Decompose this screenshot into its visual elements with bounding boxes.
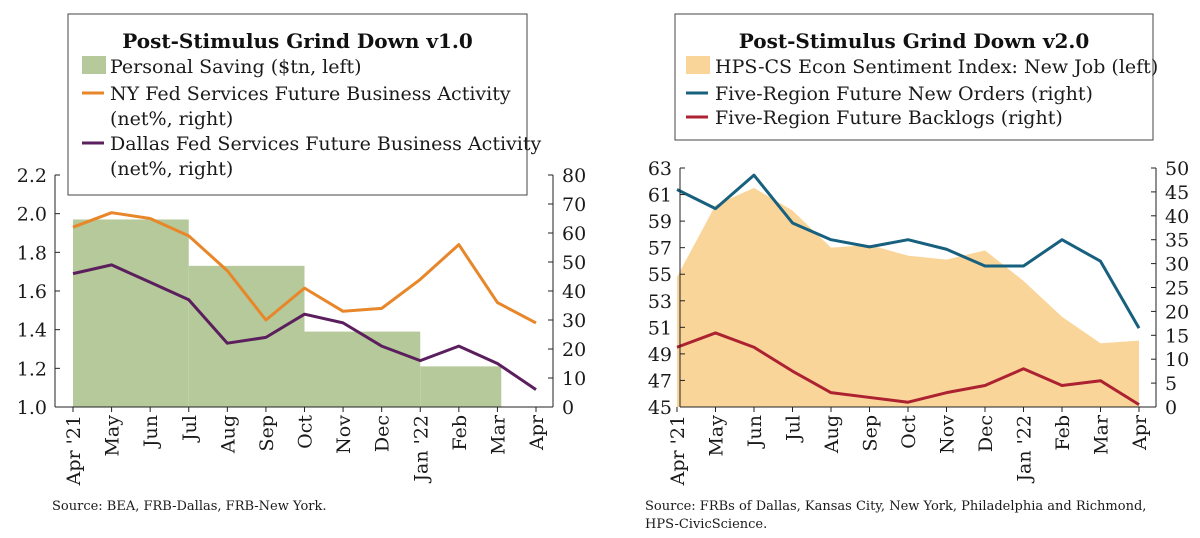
left-tick-label: 57 [648,238,672,260]
x-tick-label: Jun [744,415,766,449]
right-tick-label: 10 [1165,349,1189,371]
left-tick-label: 1.6 [17,281,47,303]
right-tick-label: 40 [1165,206,1189,228]
x-tick-label: Dec [372,415,394,452]
x-tick-label: May [706,415,728,457]
x-tick-label: Oct [295,415,317,449]
chart-title: Post-Stimulus Grind Down v2.0 [739,29,1090,53]
left-tick-label: 53 [648,291,672,313]
right-tick-label: 50 [1165,158,1189,180]
left-tick-label: 2.2 [17,165,47,187]
x-tick-label: Oct [898,415,920,449]
x-tick-label: Jun [140,415,162,449]
legend: Post-Stimulus Grind Down v2.0 HPS-CS Econ… [674,13,1158,141]
x-tick-label: Aug [217,415,239,454]
left-tick-label: 1.2 [17,358,47,380]
x-tick-label: Jul [179,415,201,443]
x-tick-label: Jan '22 [410,415,432,484]
left-tick-label: 1.4 [17,320,47,342]
left-tick-label: 45 [648,397,672,419]
right-tick-label: 60 [562,223,586,245]
source-note: Source: FRBs of Dallas, Kansas City, New… [645,499,1146,514]
chart-2: 4547495153555759616305101520253035404550… [645,13,1189,532]
chart-title: Post-Stimulus Grind Down v1.0 [122,29,473,53]
chart-1: 1.0 1.2 1.4 1.6 1.8 2.0 2.2 0 10 20 30 40 50 60 70 80 Ap… [17,13,586,514]
x-tick-label: Apr '21 [63,415,85,486]
legend-entry: HPS-CS Econ Sentiment Index: New Job (le… [715,56,1158,78]
legend-entry: Five-Region Future Backlogs (right) [715,107,1063,129]
right-tick-label: 0 [1165,397,1177,419]
series-3-line [72,263,537,391]
x-tick-label: Nov [333,415,355,454]
right-tick-label: 15 [1165,325,1189,347]
series-2-line [72,211,537,325]
right-tick-label: 70 [562,194,586,216]
left-tick-label: 2.0 [17,204,47,226]
legend-entry: Five-Region Future New Orders (right) [715,83,1093,105]
x-tick-label: Mar [1091,414,1113,455]
x-tick-label: Aug [821,415,843,454]
legend-entry-line2: (net%, right) [110,158,233,180]
left-tick-label: 51 [648,317,672,339]
series-2-line [676,173,1141,329]
x-tick-label: Apr [526,414,548,451]
left-tick-label: 47 [648,370,672,392]
x-tick-label: Nov [937,415,959,454]
left-tick-label: 49 [648,344,672,366]
legend-swatch-area [82,56,106,74]
right-tick-label: 45 [1165,182,1189,204]
legend-entry: NY Fed Services Future Business Activity [110,83,511,105]
source-note-line2: HPS-CivicScience. [645,517,767,532]
x-tick-label: May [102,415,124,457]
series-1-area [73,219,502,407]
legend-box [67,13,528,196]
x-tick-label: Sep [860,415,882,451]
left-tick-label: 61 [648,185,672,207]
series-3-line [676,331,1140,406]
legend-swatch-area [686,56,710,74]
x-tick-label: Jan '22 [1014,415,1036,484]
legend: Post-Stimulus Grind Down v1.0 Personal Sa… [67,13,541,196]
legend-entry: Dallas Fed Services Future Business Acti… [110,133,541,155]
legend-box [674,13,1154,141]
left-tick-label: 63 [648,158,672,180]
right-tick-label: 0 [562,397,574,419]
left-tick-label: 1.0 [17,397,47,419]
x-tick-label: Feb [449,415,471,451]
right-tick-label: 10 [562,368,586,390]
right-tick-label: 25 [1165,278,1189,300]
right-tick-label: 20 [1165,301,1189,323]
legend-entry: Personal Saving ($tn, left) [110,56,362,78]
right-tick-label: 50 [562,252,586,274]
series-1-area [677,187,1139,407]
right-tick-label: 30 [562,310,586,332]
left-tick-label: 59 [648,211,672,233]
saving-step-bar [188,265,305,407]
right-tick-label: 80 [562,165,586,187]
x-tick-label: Apr '21 [667,415,689,486]
right-tick-label: 20 [562,339,586,361]
saving-step-bar [73,219,189,407]
x-tick-label: Mar [487,414,509,455]
left-tick-label: 55 [648,264,672,286]
x-tick-label: Apr [1129,414,1151,451]
right-tick-label: 5 [1165,373,1177,395]
x-tick-label: Sep [256,415,278,451]
x-tick-label: Jul [783,415,805,443]
legend-entry-line2: (net%, right) [110,108,233,130]
right-tick-label: 35 [1165,230,1189,252]
saving-step-bar [420,366,502,407]
x-tick-label: Dec [975,415,997,452]
right-tick-label: 40 [562,281,586,303]
left-tick-label: 1.8 [17,242,47,264]
right-tick-label: 30 [1165,254,1189,276]
saving-step-bar [304,331,421,407]
source-note: Source: BEA, FRB-Dallas, FRB-New York. [52,499,327,514]
x-tick-label: Feb [1052,415,1074,451]
